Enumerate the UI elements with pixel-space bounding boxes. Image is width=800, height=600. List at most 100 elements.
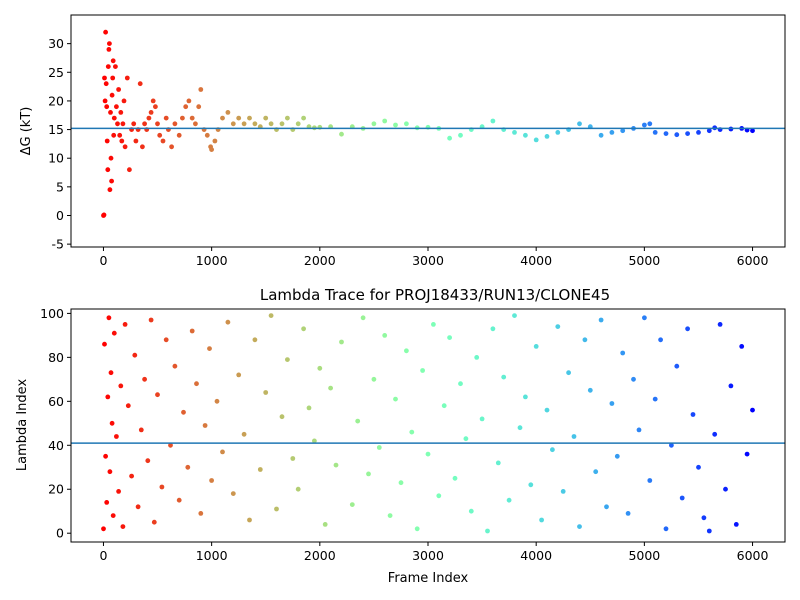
lambda-data-point: [566, 370, 571, 376]
lambda-data-point: [360, 315, 366, 321]
delta-g-data-point: [163, 115, 169, 121]
delta-g-y-tick-label: -5: [52, 237, 64, 252]
lambda-data-point: [181, 409, 186, 415]
delta-g-data-point: [103, 81, 109, 87]
delta-g-panel: 0 1000 2000 3000 4000 5000 6000 -5 0 5 10 15 20 25 30…: [19, 14, 786, 268]
delta-g-data-point: [180, 115, 185, 121]
lambda-data-point: [625, 511, 631, 516]
delta-g-data-point: [186, 98, 192, 104]
lambda-y-tick-label: 40: [48, 438, 64, 453]
delta-g-data-point: [119, 138, 125, 144]
delta-g-data-point: [620, 128, 626, 134]
lambda-data-point: [328, 385, 333, 391]
delta-g-data-point: [157, 132, 163, 138]
delta-g-y-tick-label: 30: [48, 36, 64, 51]
lambda-data-point: [176, 497, 182, 503]
delta-g-data-point: [146, 115, 152, 121]
delta-g-y-tick-label: 10: [48, 151, 64, 166]
lambda-data-point: [382, 333, 388, 338]
delta-g-data-point: [196, 104, 202, 110]
lambda-y-tick-label: 20: [48, 482, 64, 497]
delta-g-data-point: [137, 81, 143, 87]
lambda-panel: Lambda Trace for PROJ18433/RUN13/CLONE45…: [15, 286, 786, 586]
lambda-data-point: [114, 434, 119, 439]
lambda-data-point: [268, 313, 274, 318]
lambda-data-point: [333, 462, 339, 468]
delta-g-data-point: [109, 178, 114, 184]
lambda-data-point: [209, 478, 215, 483]
lambda-data-point: [620, 350, 626, 356]
delta-g-data-point: [236, 115, 242, 121]
delta-g-data-point: [193, 121, 198, 127]
delta-g-data-point: [101, 212, 107, 218]
lambda-data-point: [696, 464, 701, 470]
lambda-points: [101, 313, 755, 534]
lambda-data-point: [501, 374, 507, 380]
lambda-data-point: [674, 363, 680, 369]
delta-g-data-point: [121, 98, 127, 104]
lambda-data-point: [257, 467, 263, 472]
lambda-data-point: [555, 324, 561, 329]
lambda-data-point: [102, 341, 107, 347]
lambda-data-point: [355, 418, 361, 424]
lambda-data-point: [414, 526, 420, 532]
lambda-data-point: [339, 339, 344, 345]
delta-g-data-point: [230, 121, 236, 127]
delta-g-data-point: [102, 75, 107, 81]
lambda-data-point: [685, 326, 690, 332]
lambda-y-tick-label: 60: [48, 394, 64, 409]
delta-g-data-point: [371, 121, 377, 127]
lambda-data-point: [103, 453, 108, 459]
delta-g-data-point: [598, 132, 604, 138]
delta-g-data-point: [706, 128, 712, 134]
lambda-data-point: [230, 491, 236, 496]
lambda-data-point: [658, 337, 663, 343]
lambda-data-point: [317, 365, 323, 371]
delta-g-data-point: [263, 115, 269, 121]
delta-g-data-point: [674, 132, 680, 138]
lambda-data-point: [701, 515, 707, 521]
lambda-data-point: [431, 322, 436, 327]
lambda-data-point: [322, 522, 328, 527]
lambda-data-point: [425, 451, 431, 457]
lambda-data-point: [409, 429, 415, 435]
lambda-data-point: [560, 489, 566, 494]
lambda-data-point: [101, 526, 106, 532]
lambda-data-point: [110, 513, 116, 518]
lambda-data-point: [679, 495, 685, 501]
lambda-data-point: [652, 396, 658, 402]
delta-g-data-point: [169, 144, 175, 150]
lambda-data-point: [523, 394, 528, 400]
delta-g-data-point: [116, 87, 121, 92]
lambda-data-point: [447, 335, 452, 340]
delta-g-data-point: [685, 131, 690, 137]
delta-g-data-point: [393, 122, 398, 128]
delta-g-data-point: [115, 121, 120, 127]
delta-g-data-point: [555, 130, 561, 135]
lambda-data-point: [387, 513, 393, 518]
delta-g-data-point: [339, 131, 344, 137]
lambda-data-point: [550, 447, 555, 453]
lambda-data-point: [129, 473, 135, 479]
delta-g-data-point: [225, 110, 231, 115]
lambda-data-point: [312, 438, 317, 444]
delta-g-data-point: [490, 118, 496, 124]
lambda-data-point: [306, 405, 312, 411]
lambda-x-tick-label: 1000: [196, 548, 228, 563]
delta-g-data-point: [447, 135, 452, 141]
lambda-data-point: [420, 368, 425, 373]
lambda-data-point: [479, 416, 485, 422]
delta-g-data-point: [110, 58, 116, 64]
lambda-data-point: [642, 315, 647, 321]
delta-g-data-point: [153, 104, 158, 110]
lambda-data-point: [198, 511, 204, 516]
delta-g-data-point: [133, 138, 139, 144]
lambda-data-point: [598, 317, 604, 323]
delta-g-data-point: [142, 121, 148, 127]
lambda-data-point: [571, 434, 577, 439]
lambda-data-point: [631, 376, 636, 382]
lambda-data-point: [366, 471, 371, 477]
lambda-data-point: [122, 322, 128, 327]
lambda-data-point: [490, 326, 496, 332]
delta-g-data-point: [108, 155, 114, 161]
